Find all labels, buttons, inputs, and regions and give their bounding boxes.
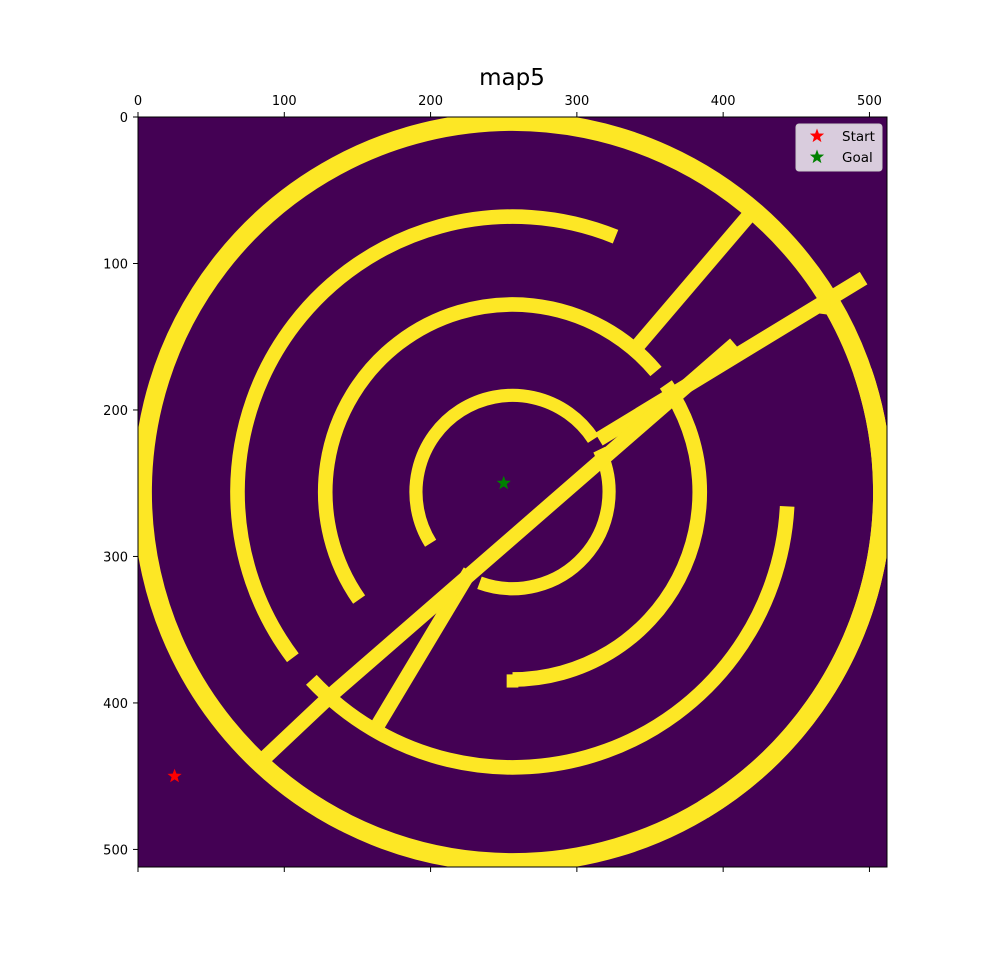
- maze-walls: [138, 117, 887, 867]
- y-tick-label: 300: [103, 550, 128, 565]
- y-axis: 0 100 200 300 400 500: [103, 111, 138, 858]
- legend-marker-start: [809, 128, 825, 143]
- x-tick-label: 400: [711, 94, 736, 109]
- maze-wall-arc: [306, 506, 795, 775]
- y-tick-label: 400: [103, 697, 128, 712]
- legend-marker-goal: [809, 149, 825, 164]
- y-tick-label: 200: [103, 404, 128, 419]
- chart-title: map5: [479, 65, 545, 91]
- maze-wall-arc: [477, 446, 616, 596]
- maze-wall-arc: [409, 388, 599, 547]
- markers: [167, 475, 511, 783]
- x-tick-label: 300: [564, 94, 589, 109]
- maze-wall-segment: [817, 298, 831, 315]
- maze-wall-segment: [255, 338, 740, 767]
- y-tick-label: 0: [120, 111, 128, 126]
- plot-frame: [137, 116, 888, 868]
- maze-wall-segment: [629, 203, 761, 354]
- maze-wall-segment: [367, 567, 477, 736]
- maze-wall-arc: [512, 380, 708, 687]
- map-background: [138, 117, 887, 867]
- maze-wall-arc: [268, 368, 887, 867]
- x-tick-label: 500: [857, 94, 882, 109]
- marker-goal: [496, 475, 511, 490]
- legend: Start Goal: [795, 123, 883, 172]
- y-tick-label: 100: [103, 257, 128, 272]
- x-tick-label: 100: [272, 94, 297, 109]
- legend-label-goal: Goal: [842, 150, 873, 166]
- marker-start: [167, 768, 182, 783]
- y-tick-label: 500: [103, 843, 128, 858]
- maze-wall-arc: [230, 209, 619, 663]
- maze-wall-arc: [317, 297, 662, 604]
- x-axis: 0 100 200 300 400 500: [134, 94, 882, 872]
- x-tick-label: 0: [134, 94, 142, 109]
- legend-label-start: Start: [842, 129, 875, 145]
- x-tick-label: 200: [418, 94, 443, 109]
